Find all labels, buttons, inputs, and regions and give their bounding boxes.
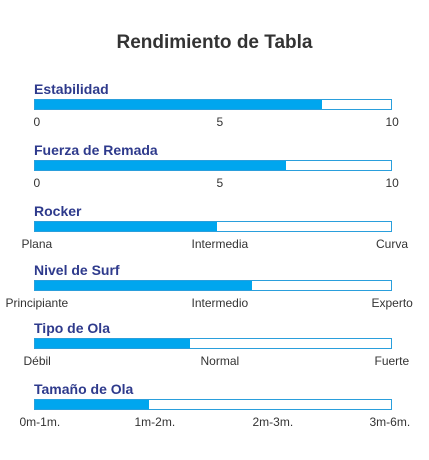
tick-label: Curva <box>376 237 409 251</box>
metric-label: Fuerza de Remada <box>34 142 158 158</box>
tick-label: Fuerte <box>374 354 410 368</box>
metric-label: Estabilidad <box>34 81 109 97</box>
bar-fill <box>35 222 217 231</box>
tick-label: 0 <box>33 176 41 190</box>
tick-label: Normal <box>200 354 240 368</box>
tick-label: 1m-2m. <box>134 415 176 429</box>
bar-track <box>34 99 392 110</box>
bar-track <box>34 399 392 410</box>
metric-rocker: Rocker Plana Intermedia Curva <box>0 203 429 263</box>
tick-label: Principiante <box>5 296 69 310</box>
tick-label: Experto <box>371 296 413 310</box>
bar-fill <box>35 281 253 290</box>
bar-fill <box>35 161 286 170</box>
bar-track <box>34 221 392 232</box>
tick-label: Plana <box>21 237 53 251</box>
metric-fuerza-de-remada: Fuerza de Remada 0 5 10 <box>0 142 429 202</box>
tick-label: 3m-6m. <box>369 415 411 429</box>
tick-label: 5 <box>216 176 224 190</box>
metric-label: Tamaño de Ola <box>34 381 134 397</box>
tick-label: 0 <box>33 115 41 129</box>
tick-label: 2m-3m. <box>252 415 294 429</box>
bar-fill <box>35 100 322 109</box>
bar-track <box>34 160 392 171</box>
bar-fill <box>35 339 190 348</box>
metric-label: Tipo de Ola <box>34 320 110 336</box>
tick-label: 5 <box>216 115 224 129</box>
bar-track <box>34 280 392 291</box>
bar-fill <box>35 400 149 409</box>
tick-label: Intermedio <box>191 296 249 310</box>
tick-label: 0m-1m. <box>19 415 61 429</box>
bar-track <box>34 338 392 349</box>
metric-label: Rocker <box>34 203 82 219</box>
metric-tipo-de-ola: Tipo de Ola Débil Normal Fuerte <box>0 320 429 380</box>
metric-label: Nivel de Surf <box>34 262 120 278</box>
tick-label: 10 <box>385 176 399 190</box>
metric-estabilidad: Estabilidad 0 5 10 <box>0 81 429 141</box>
tick-label: Débil <box>23 354 51 368</box>
tick-label: Intermedia <box>191 237 249 251</box>
tick-label: 10 <box>385 115 399 129</box>
metric-nivel-de-surf: Nivel de Surf Principiante Intermedio Expe… <box>0 262 429 322</box>
metric-tamano-de-ola: Tamaño de Ola 0m-1m. 1m-2m. 2m-3m. 3m-6m. <box>0 381 429 441</box>
chart-title: Rendimiento de Tabla <box>116 32 313 53</box>
